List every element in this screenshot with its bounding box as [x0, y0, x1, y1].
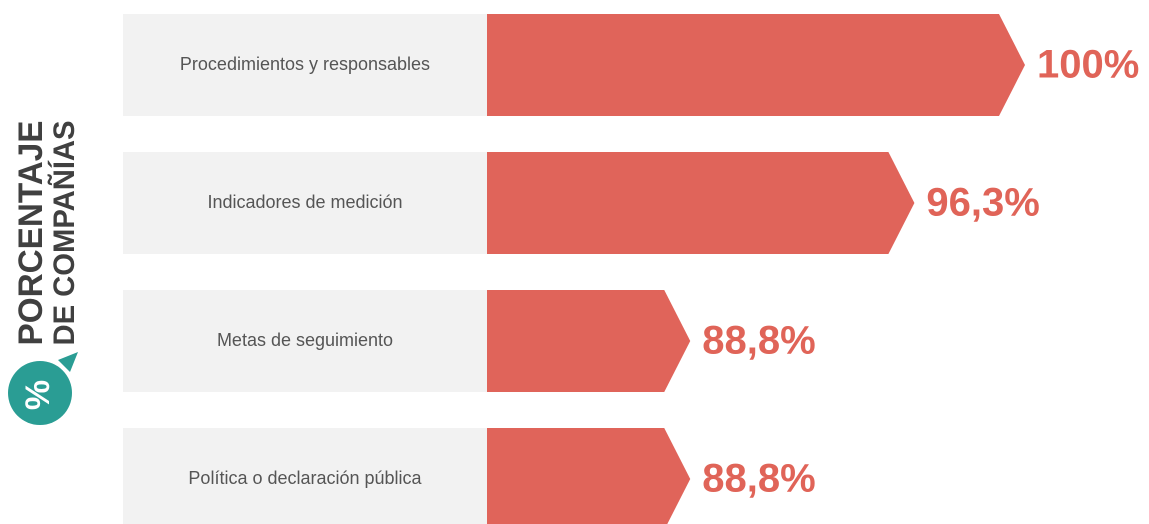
- bar: [487, 14, 1025, 116]
- bar: [487, 152, 915, 254]
- bar: [487, 290, 691, 392]
- value-label: 96,3%: [926, 181, 1039, 225]
- icon-tail: [58, 352, 78, 372]
- label-box: [123, 428, 487, 524]
- icon-circle: [8, 361, 72, 425]
- value-label: 88,8%: [702, 457, 815, 501]
- chart-subtitle: DE COMPAÑÍAS: [47, 121, 81, 346]
- category-label: Metas de seguimiento: [217, 330, 393, 350]
- bar: [487, 428, 691, 524]
- category-label: Procedimientos y responsables: [180, 54, 430, 74]
- label-box: [123, 290, 487, 392]
- label-box: [123, 152, 487, 254]
- icon-label: %: [19, 380, 57, 410]
- label-box: [123, 14, 487, 116]
- value-label: 88,8%: [702, 319, 815, 363]
- chart-title: PORCENTAJE: [12, 121, 50, 346]
- category-label: Indicadores de medición: [207, 192, 402, 212]
- category-label: Política o declaración pública: [188, 468, 422, 488]
- percent-icon: %: [8, 352, 78, 425]
- value-label: 100%: [1037, 43, 1139, 87]
